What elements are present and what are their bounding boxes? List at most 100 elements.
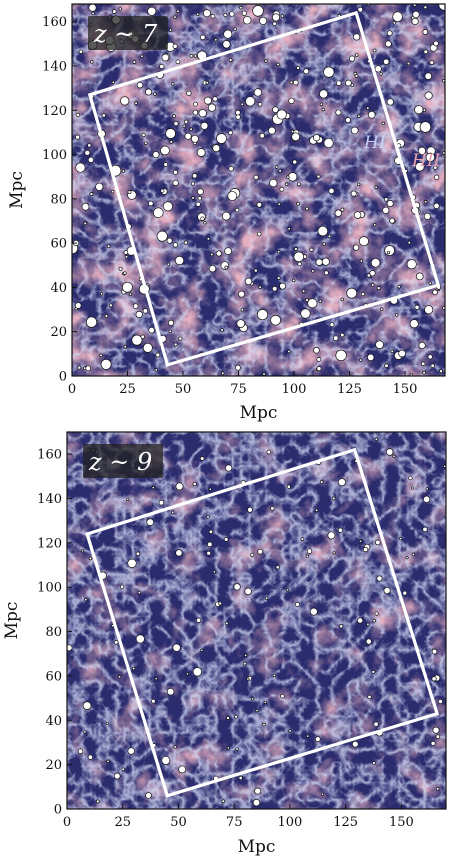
y-tick-label: 120 <box>42 104 67 119</box>
galaxy-marker <box>175 482 184 491</box>
galaxy-marker <box>135 310 143 319</box>
galaxy-marker <box>123 271 127 275</box>
galaxy-marker <box>386 200 394 207</box>
galaxy-marker <box>173 342 178 347</box>
galaxy-marker <box>197 196 202 201</box>
y-tick-label: 0 <box>59 370 67 385</box>
galaxy-marker <box>223 29 233 39</box>
galaxy-marker <box>189 127 193 131</box>
galaxy-marker <box>214 38 218 42</box>
galaxy-marker <box>104 314 109 318</box>
galaxy-marker <box>127 747 135 755</box>
y-tick-label: 100 <box>42 148 67 163</box>
galaxy-marker <box>390 349 394 354</box>
galaxy-marker <box>275 565 280 570</box>
galaxy-marker <box>439 369 443 374</box>
galaxy-marker <box>172 643 181 652</box>
galaxy-marker <box>95 182 104 191</box>
density-map: HI HII <box>72 4 445 376</box>
galaxy-marker <box>392 21 396 25</box>
galaxy-marker <box>158 499 165 506</box>
galaxy-marker <box>144 141 148 145</box>
galaxy-marker <box>433 165 438 170</box>
galaxy-marker <box>218 601 223 606</box>
galaxy-marker <box>77 365 82 370</box>
galaxy-marker <box>210 252 214 257</box>
y-axis-label: Mpc <box>2 602 22 640</box>
galaxy-marker <box>435 734 441 739</box>
galaxy-marker <box>422 108 427 112</box>
galaxy-marker <box>380 307 384 311</box>
galaxy-marker <box>345 79 352 87</box>
galaxy-marker <box>354 74 359 78</box>
x-tick-label: 50 <box>175 382 192 397</box>
galaxy-marker <box>216 133 227 144</box>
galaxy-marker <box>358 236 369 247</box>
x-tick-label: 100 <box>278 815 303 830</box>
galaxy-marker <box>221 211 231 221</box>
galaxy-marker <box>327 531 336 540</box>
galaxy-marker <box>424 305 434 315</box>
galaxy-marker <box>433 202 440 209</box>
y-tick-label: 40 <box>45 714 62 729</box>
galaxy-marker <box>412 4 417 7</box>
galaxy-marker <box>120 96 130 106</box>
galaxy-marker <box>78 49 84 54</box>
galaxy-marker <box>422 370 426 375</box>
galaxy-marker <box>106 759 110 763</box>
galaxy-marker <box>258 285 262 289</box>
region-label-hi: HI <box>363 133 386 153</box>
galaxy-marker <box>183 240 188 245</box>
galaxy-marker <box>233 27 237 31</box>
galaxy-marker <box>287 349 291 354</box>
galaxy-marker <box>200 121 209 130</box>
galaxy-marker <box>153 92 157 96</box>
galaxy-marker <box>360 292 366 297</box>
galaxy-marker <box>272 106 279 113</box>
x-tick-label: 25 <box>114 815 131 830</box>
galaxy-marker <box>80 549 85 553</box>
galaxy-marker <box>371 669 376 674</box>
galaxy-marker <box>166 262 171 266</box>
galaxy-marker <box>263 700 267 704</box>
galaxy-marker <box>244 277 253 286</box>
galaxy-marker <box>415 161 425 172</box>
galaxy-marker <box>374 185 378 189</box>
galaxy-marker <box>369 270 376 277</box>
galaxy-marker <box>228 130 233 136</box>
galaxy-marker <box>316 174 321 179</box>
galaxy-marker <box>235 207 240 213</box>
galaxy-marker <box>287 172 298 182</box>
galaxy-marker <box>383 586 391 595</box>
galaxy-marker <box>353 211 362 219</box>
galaxy-marker <box>85 365 92 372</box>
galaxy-marker <box>250 697 255 701</box>
galaxy-marker <box>346 287 358 299</box>
galaxy-marker <box>140 54 144 58</box>
galaxy-marker <box>234 714 238 719</box>
galaxy-marker <box>168 28 173 32</box>
galaxy-marker <box>113 772 121 780</box>
galaxy-marker <box>419 121 432 133</box>
panel-z7: HI HII z ~ 7 0 25 50 75 100 125 150 0 20 40 60 80 100 12… <box>7 3 446 423</box>
galaxy-marker <box>132 60 137 64</box>
galaxy-marker <box>190 134 199 143</box>
galaxy-marker <box>274 165 279 169</box>
galaxy-marker <box>178 336 183 341</box>
galaxy-marker <box>340 332 345 338</box>
galaxy-marker <box>265 596 269 600</box>
galaxy-marker <box>268 126 276 135</box>
galaxy-marker <box>88 556 93 561</box>
galaxy-marker <box>284 182 289 186</box>
galaxy-marker <box>386 30 393 37</box>
y-axis: 0 20 40 60 80 100 120 140 160 <box>42 15 77 385</box>
galaxy-marker <box>212 144 221 153</box>
galaxy-marker <box>135 551 141 556</box>
x-axis: 0 25 50 75 100 125 150 <box>68 371 417 397</box>
galaxy-marker <box>327 234 332 239</box>
galaxy-marker <box>276 109 287 120</box>
galaxy-marker <box>134 101 138 105</box>
galaxy-marker <box>239 5 243 10</box>
galaxy-marker <box>240 307 245 312</box>
galaxy-marker <box>253 88 263 97</box>
